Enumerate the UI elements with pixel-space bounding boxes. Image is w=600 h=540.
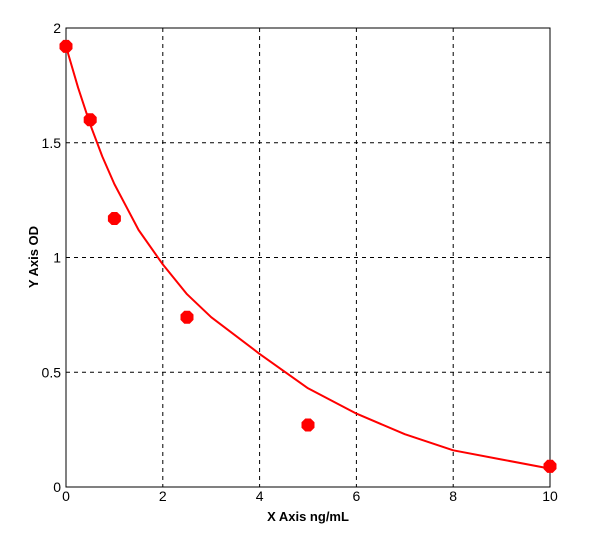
y-tick-label: 0.5 [42, 364, 62, 380]
plot-frame [65, 27, 551, 488]
x-tick-label: 6 [353, 488, 361, 504]
y-tick-label: 2 [53, 20, 61, 36]
grid [66, 28, 550, 487]
curve-layer [65, 45, 551, 470]
x-tick-label: 2 [159, 488, 167, 504]
x-tick-label: 8 [449, 488, 457, 504]
data-point [107, 212, 121, 225]
data-point [180, 310, 194, 324]
y-axis-title: Y Axis OD [26, 226, 41, 288]
x-axis-title: X Axis ng/mL [267, 509, 349, 524]
points-layer [59, 39, 557, 473]
y-tick-label: 1 [53, 250, 61, 266]
y-tick-label: 0 [53, 479, 61, 495]
y-tick-label: 1.5 [42, 135, 62, 151]
tick-labels: 0 2 4 6 8 10 0 0.5 1 1.5 2 [42, 20, 558, 504]
data-point [301, 418, 315, 432]
x-tick-label: 0 [62, 488, 70, 504]
data-point [59, 39, 73, 53]
x-tick-label: 4 [256, 488, 264, 504]
fitted-curve [65, 45, 551, 470]
x-tick-label: 10 [542, 488, 558, 504]
data-point [543, 459, 557, 473]
data-point [83, 113, 97, 127]
